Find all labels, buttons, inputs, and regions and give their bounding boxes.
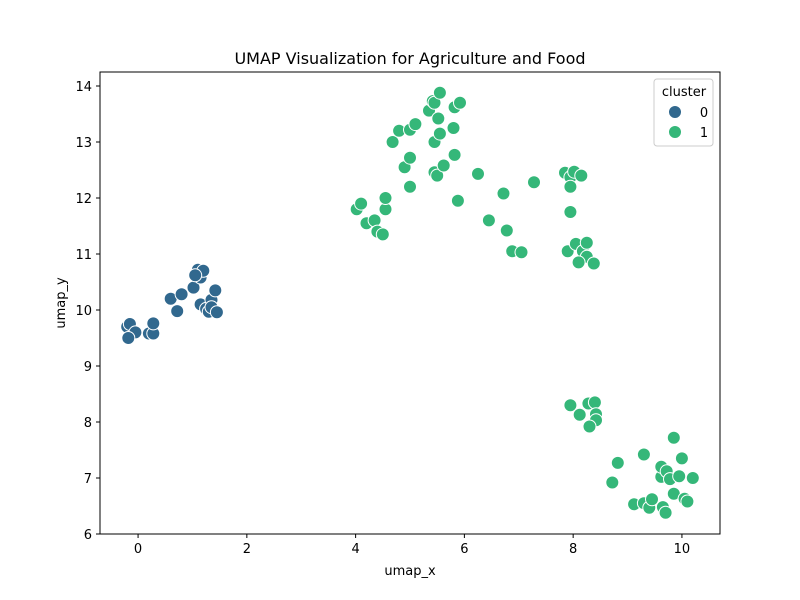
data-point-cluster-1-12 [403,150,417,165]
data-point-cluster-1-22 [432,126,447,141]
data-point-cluster-0-9 [174,287,189,302]
x-tick-label: 4 [351,542,359,557]
y-tick-label: 10 [75,304,92,319]
data-point-cluster-1-31 [481,213,496,228]
data-point-cluster-1-26 [447,147,462,162]
data-point-cluster-1-21 [431,111,446,126]
x-tick-label: 10 [674,542,691,557]
data-point-cluster-1-72 [672,469,687,484]
data-point-cluster-1-29 [453,95,467,110]
data-point-cluster-1-8 [385,135,400,149]
data-point-cluster-1-51 [572,407,587,422]
data-point-cluster-1-60 [636,447,651,462]
data-point-cluster-1-76 [685,471,700,485]
data-point-cluster-1-14 [408,117,423,132]
y-axis-ticks: 6 7 8 9 10 11 12 13 14 [75,80,100,543]
data-point-cluster-0-14 [188,268,203,283]
data-point-cluster-1-5 [375,227,390,242]
data-point-cluster-1-46 [579,235,594,250]
points-layer [120,85,700,520]
data-point-cluster-1-1 [354,196,369,211]
legend-marker-1 [668,125,682,139]
data-point-cluster-1-70 [666,430,681,445]
legend-marker-0 [668,105,682,119]
data-point-cluster-1-7 [378,191,393,205]
data-point-cluster-1-63 [645,492,659,507]
y-tick-label: 8 [84,416,92,431]
data-point-cluster-1-56 [582,419,597,434]
data-point-cluster-1-25 [446,121,461,135]
data-point-cluster-0-21 [209,305,224,320]
y-tick-label: 14 [75,80,92,95]
data-point-cluster-1-50 [563,398,578,413]
x-tick-label: 6 [460,542,468,557]
data-point-cluster-1-30 [471,166,485,181]
x-tick-label: 0 [134,542,142,557]
data-point-cluster-1-28 [450,193,465,208]
legend-label-0: 0 [700,106,708,121]
data-point-cluster-1-39 [563,179,578,194]
plot-area-frame [99,71,721,535]
data-point-cluster-0-20 [208,283,223,298]
data-point-cluster-1-58 [610,455,625,470]
x-axis-ticks: 0 2 4 6 8 10 [134,534,690,557]
x-tick-label: 2 [243,542,251,557]
x-axis-label: umap_x [384,564,436,579]
x-tick-label: 8 [569,542,577,557]
data-point-cluster-0-8 [170,304,185,319]
data-point-cluster-1-75 [680,494,695,509]
data-point-cluster-1-73 [674,451,689,466]
data-point-cluster-1-23 [432,85,447,100]
y-tick-label: 9 [84,360,92,375]
data-point-cluster-1-33 [499,223,514,238]
legend: cluster 0 1 [653,78,714,147]
data-point-cluster-1-35 [514,245,529,260]
y-axis-label: umap_y [54,277,69,329]
y-tick-label: 11 [75,248,92,263]
y-tick-label: 6 [84,528,92,543]
data-point-cluster-1-49 [586,256,601,271]
y-tick-label: 7 [84,472,92,487]
legend-title: cluster [662,85,707,100]
data-point-cluster-1-53 [587,395,602,410]
data-point-cluster-1-67 [658,505,673,520]
data-point-cluster-0-6 [146,316,161,331]
data-point-cluster-1-57 [605,475,620,490]
chart-title: UMAP Visualization for Agriculture and F… [234,49,585,68]
data-point-cluster-1-20 [430,168,445,183]
legend-label-1: 1 [700,126,708,141]
data-point-cluster-1-24 [436,158,451,173]
data-point-cluster-1-11 [403,179,417,194]
y-tick-label: 12 [75,192,92,207]
data-point-cluster-0-3 [121,331,136,345]
data-point-cluster-1-41 [574,168,589,183]
data-point-cluster-1-48 [571,255,586,270]
y-tick-label: 13 [75,136,92,151]
data-point-cluster-1-32 [496,186,511,201]
data-point-cluster-1-36 [527,175,541,190]
data-point-cluster-1-42 [563,205,578,219]
